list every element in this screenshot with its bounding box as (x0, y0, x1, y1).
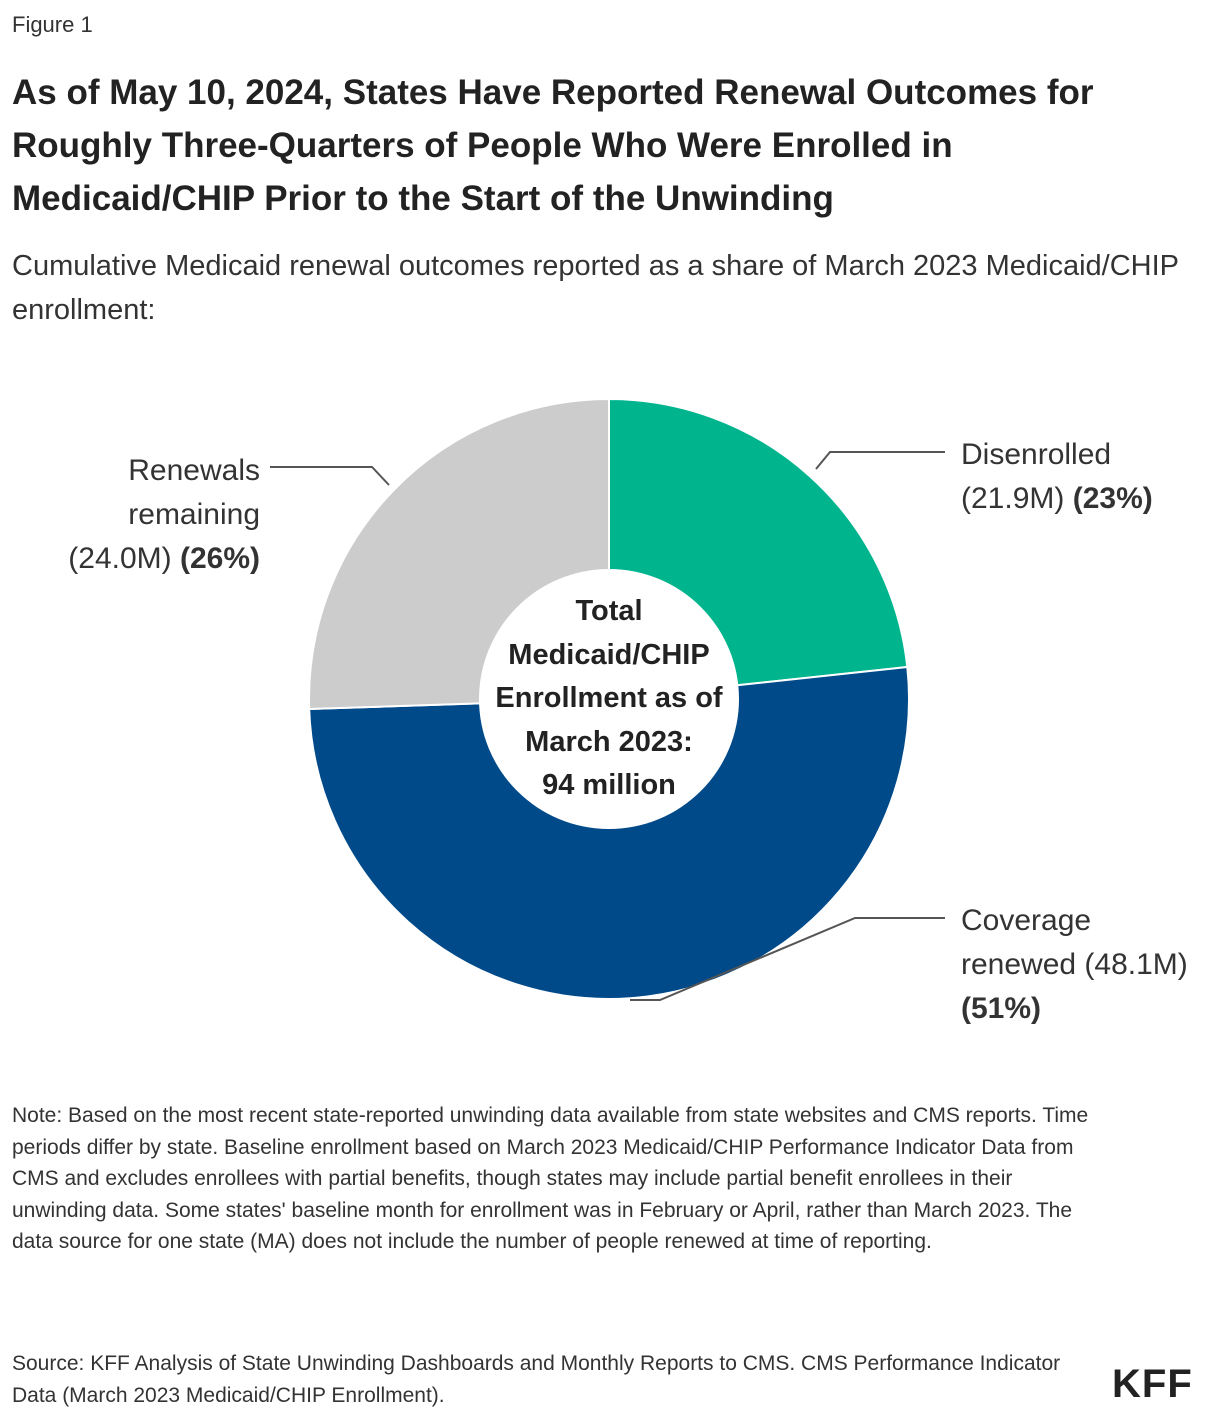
chart-source: Source: KFF Analysis of State Unwinding … (12, 1352, 1061, 1407)
center-label-line-4: March 2023: (525, 726, 693, 758)
donut-chart: Disenrolled (21.9M) (23%) Coverage renew… (68, 397, 1188, 1025)
donut-hole (479, 569, 739, 829)
chart-title: As of May 10, 2024, States Have Reported… (12, 73, 1094, 218)
chart-subtitle: Cumulative Medicaid renewal outcomes rep… (12, 250, 1179, 326)
center-label-line-3: Enrollment as of (495, 682, 723, 714)
slice-value-renewed: renewed (48.1M) (961, 948, 1188, 981)
slice-renewed (308, 665, 910, 1000)
slice-label-remaining-2: remaining (128, 498, 260, 531)
slice-label-disenrolled: Disenrolled (961, 438, 1111, 471)
kff-logo: KFF (1112, 1362, 1193, 1406)
slice-label-renewed: Coverage (961, 904, 1091, 937)
center-label-line-5: 94 million (542, 769, 676, 801)
slice-value-disenrolled: (21.9M) (23%) (961, 482, 1153, 515)
slice-percent-renewed: (51%) (961, 992, 1041, 1025)
slice-value-remaining: (24.0M) (26%) (68, 542, 260, 575)
center-label-line-2: Medicaid/CHIP (508, 639, 709, 671)
leader-line-disenrolled (815, 451, 945, 470)
slice-label-remaining: Renewals (128, 454, 260, 487)
leader-line-remaining (270, 466, 390, 486)
center-label-line-1: Total (575, 595, 642, 627)
chart-note: Note: Based on the most recent state-rep… (12, 1104, 1089, 1253)
figure-label: Figure 1 (12, 12, 93, 37)
leader-line-renewed (630, 917, 945, 1001)
